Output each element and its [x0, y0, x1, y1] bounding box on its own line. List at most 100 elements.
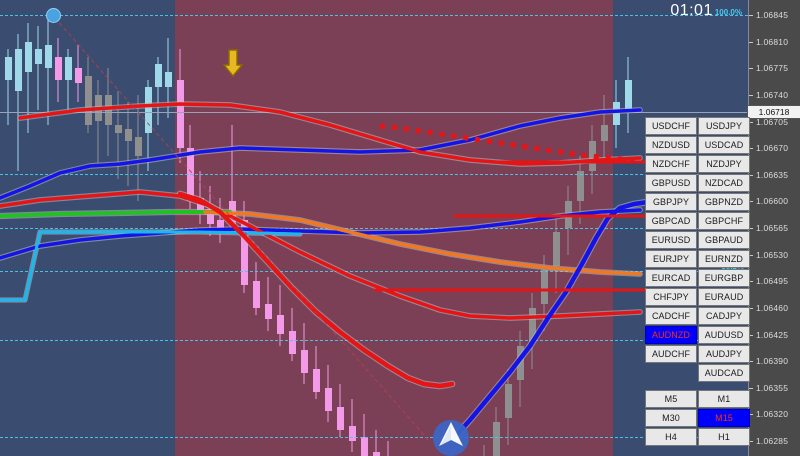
price-tick-label: 1.06425 [756, 329, 789, 340]
panel-button-audjpy[interactable]: AUDJPY [698, 345, 750, 363]
panel-button-row: GBPJPY GBPNZD [645, 193, 751, 212]
panel-button-eurnzd[interactable]: EURNZD [698, 250, 750, 268]
price-tick [749, 94, 753, 96]
candlestick [114, 91, 122, 179]
panel-button-cadchf[interactable]: CADCHF [645, 307, 697, 325]
candle-body [540, 269, 548, 305]
candlestick [360, 414, 368, 456]
candle-wick [127, 102, 129, 187]
panel-button-h4[interactable]: H4 [645, 428, 697, 446]
candlestick [324, 364, 332, 422]
panel-button-m1[interactable]: M1 [698, 390, 750, 408]
panel-button-row: EURUSD GBPAUD [645, 231, 751, 250]
candle-body [504, 383, 512, 419]
price-tick-label: 1.06600 [756, 196, 789, 207]
panel-button-gbpaud[interactable]: GBPAUD [698, 231, 750, 249]
panel-button-usdjpy[interactable]: USDJPY [698, 117, 750, 135]
candlestick [552, 216, 560, 293]
price-tick [749, 361, 753, 363]
candlestick [600, 94, 608, 164]
symbol-timeframe-panel[interactable]: USDCHF USDJPY NZDUSD USDCAD NZDCHF NZDJPY GBPU… [645, 117, 751, 447]
fib-line [0, 340, 748, 341]
fib-line [0, 437, 748, 438]
candle-wick [231, 125, 233, 232]
candlestick [276, 285, 284, 346]
candle-wick [483, 444, 485, 456]
panel-button-m15[interactable]: M15 [698, 409, 750, 427]
panel-button-row: H4 H1 [645, 428, 751, 447]
price-tick-label: 1.06495 [756, 276, 789, 287]
panel-button-nzdcad[interactable]: NZDCAD [698, 174, 750, 192]
panel-button-eurcad[interactable]: EURCAD [645, 269, 697, 287]
entry-dot-marker [46, 8, 61, 23]
panel-button-gbpcad[interactable]: GBPCAD [645, 212, 697, 230]
candlestick [54, 37, 62, 103]
candle-body [134, 136, 142, 156]
panel-button-chfjpy[interactable]: CHFJPY [645, 288, 697, 306]
panel-button-m5[interactable]: M5 [645, 390, 697, 408]
candlestick [216, 197, 224, 244]
panel-button-cadjpy[interactable]: CADJPY [698, 307, 750, 325]
price-scale-axis[interactable]: 1.06845 1.06810 1.06775 1.06740 1.06705 1.066… [747, 0, 800, 456]
panel-button-nzdusd[interactable]: NZDUSD [645, 136, 697, 154]
diagonal-dashed-trend [54, 17, 431, 443]
candle-body [240, 220, 248, 286]
panel-button-usdcad[interactable]: USDCAD [698, 136, 750, 154]
fib-line [0, 228, 748, 229]
panel-button-eurgbp[interactable]: EURGBP [698, 269, 750, 287]
candlestick [576, 155, 584, 225]
price-tick [749, 41, 753, 43]
price-tick-label: 1.06845 [756, 10, 789, 20]
candlestick [264, 277, 272, 331]
price-tick [749, 281, 753, 283]
panel-button-audchf[interactable]: AUDCHF [645, 345, 697, 363]
ma-cyan-step-halo [0, 229, 303, 303]
panel-button-eurjpy[interactable]: EURJPY [645, 250, 697, 268]
panel-button-audnzd[interactable]: AUDNZD [645, 326, 697, 344]
price-tick [749, 201, 753, 203]
ma-blue-upper [0, 108, 642, 200]
candlestick [44, 18, 52, 126]
panel-button-gbpusd[interactable]: GBPUSD [645, 174, 697, 192]
candlestick [74, 45, 82, 103]
price-tick [749, 334, 753, 336]
candlestick [24, 22, 32, 133]
panel-button-row: EURCAD EURGBP [645, 269, 751, 288]
candle-body [252, 281, 260, 308]
candle-body [216, 220, 224, 232]
panel-button-h1[interactable]: H1 [698, 428, 750, 446]
candlestick [492, 406, 500, 456]
candlestick [481, 444, 488, 456]
candle-body [324, 387, 332, 411]
panel-button-euraud[interactable]: EURAUD [698, 288, 750, 306]
panel-button-audcad[interactable]: AUDCAD [698, 364, 750, 382]
candle-body [164, 72, 172, 88]
current-price-line [0, 111, 748, 113]
panel-button-eurusd[interactable]: EURUSD [645, 231, 697, 249]
panel-button-nzdjpy[interactable]: NZDJPY [698, 155, 750, 173]
panel-button-gbpjpy[interactable]: GBPJPY [645, 193, 697, 211]
symbol-button-grid[interactable]: USDCHF USDJPY NZDUSD USDCAD NZDCHF NZDJPY GBPU… [645, 117, 751, 383]
panel-button-m30[interactable]: M30 [645, 409, 697, 427]
candle-body [288, 330, 296, 354]
candlestick [348, 399, 356, 453]
timeframe-button-grid[interactable]: M5 M1 M30 M15 H4 H1 [645, 390, 751, 447]
price-tick-label: 1.06460 [756, 302, 789, 313]
panel-button-usdchf[interactable]: USDCHF [645, 117, 697, 135]
candlestick [336, 383, 344, 438]
price-tick [749, 174, 753, 176]
panel-button-row: NZDCHF NZDJPY [645, 155, 751, 174]
panel-button-nzdchf[interactable]: NZDCHF [645, 155, 697, 173]
panel-button-gbpchf[interactable]: GBPCHF [698, 212, 750, 230]
panel-button-audusd[interactable]: AUDUSD [698, 326, 750, 344]
candle-body [264, 304, 272, 320]
bar-countdown-timer: 01:01 100.0% [670, 2, 742, 20]
fib-line [0, 174, 748, 175]
panel-button-row: AUDCHF AUDJPY [645, 345, 751, 364]
candlestick [504, 368, 512, 445]
price-tick-label: 1.06285 [756, 436, 789, 446]
candle-wick [97, 79, 99, 164]
panel-button-gbpnzd[interactable]: GBPNZD [698, 193, 750, 211]
price-tick-label: 1.06810 [756, 36, 789, 47]
candlestick [540, 254, 548, 331]
